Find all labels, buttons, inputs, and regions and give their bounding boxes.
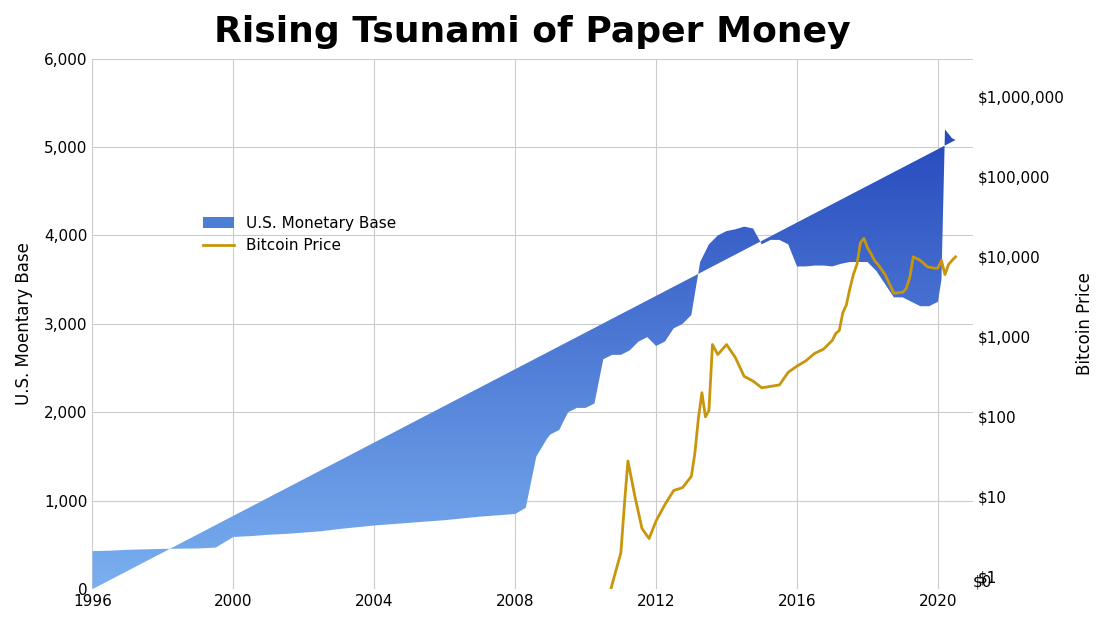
Bar bbox=[998, 41, 1014, 72]
Y-axis label: U.S. Moentary Base: U.S. Moentary Base bbox=[16, 243, 33, 406]
Y-axis label: Bitcoin Price: Bitcoin Price bbox=[1076, 273, 1093, 376]
Text: $0: $0 bbox=[974, 574, 993, 589]
Bar bbox=[1020, 25, 1037, 72]
Title: Rising Tsunami of Paper Money: Rising Tsunami of Paper Money bbox=[214, 15, 851, 49]
Bar bbox=[1044, 33, 1059, 72]
Legend: U.S. Monetary Base, Bitcoin Price: U.S. Monetary Base, Bitcoin Price bbox=[197, 210, 403, 260]
